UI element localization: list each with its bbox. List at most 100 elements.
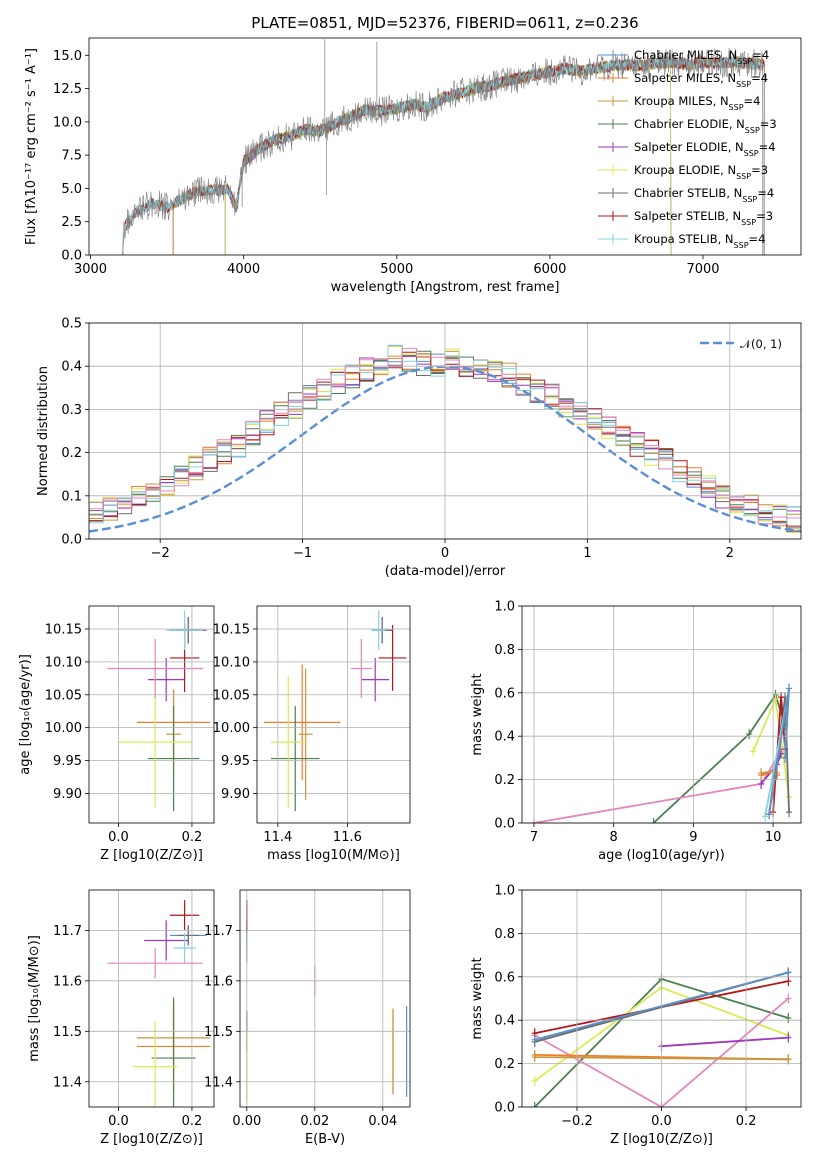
x-axis-label: age (log10(age/yr))	[598, 848, 725, 863]
legend-label-value: =3	[756, 209, 773, 223]
weight-line-salpeter-elodie	[661, 1036, 789, 1048]
errorbar-point	[350, 638, 372, 699]
y-tick-label: 0.4	[494, 730, 515, 745]
y-tick-label: 15.0	[53, 49, 82, 64]
x-axis-label: E(B-V)	[305, 1132, 345, 1147]
model-spectrum-chabrier-elodie	[224, 57, 672, 255]
axes-frame	[88, 37, 802, 256]
histogram-salpeter-elodie	[89, 345, 801, 524]
histogram-salpeter-stelib	[89, 351, 801, 527]
x-tick-label: 0.04	[368, 1114, 397, 1129]
errorbar-point	[151, 997, 196, 1107]
y-tick-label: 0.8	[494, 927, 515, 942]
y-tick-label: 0.0	[61, 249, 82, 264]
y-tick-label: 0.4	[494, 1014, 515, 1029]
y-tick-label: 11.4	[53, 1075, 82, 1090]
panel-residuals: −2 −1 0 1 2 0.0 0.1 0.2 0.3 0.4 0.5 Normed distribu…	[36, 317, 802, 579]
x-axis-label: (data-model)/error	[385, 564, 506, 579]
errorbar-point	[133, 1021, 178, 1107]
legend-label-sub: SSP	[736, 172, 751, 181]
y-tick-label: 11.6	[204, 974, 233, 989]
panel-mass-vs-EBV: 0.00 0.02 0.04 11.4 11.5 11.6 11.7 E(B-V)	[204, 889, 411, 1147]
legend-label-value: =4	[752, 48, 769, 62]
errorbar-point	[378, 625, 407, 691]
legend-label: Salpeter STELIB, NSSP=3	[634, 209, 773, 227]
y-axis-label: age [log₁₀(age/yr)]	[18, 654, 33, 775]
y-tick-label: 11.6	[53, 974, 82, 989]
histogram-chabrier-miles	[89, 353, 801, 530]
legend-label-sub: SSP	[741, 218, 756, 227]
x-tick-label: −0.2	[561, 1114, 593, 1129]
y-tick-label: 5.0	[61, 182, 82, 197]
model-spectrum-chabrier-stelib	[122, 56, 765, 255]
axes-frame	[88, 322, 802, 540]
x-tick-label: 0.2	[182, 830, 203, 845]
legend-label-sub: SSP	[737, 57, 752, 66]
legend-label: Kroupa MILES, NSSP=4	[634, 94, 760, 112]
y-tick-label: 1.0	[494, 884, 515, 899]
y-tick-label: 0.2	[494, 773, 515, 788]
axes-frame	[88, 605, 215, 824]
y-tick-label: 10.10	[45, 655, 82, 670]
legend-label: Salpeter MILES, NSSP=4	[634, 71, 768, 89]
model-spectrum-kroupa-stelib	[122, 56, 765, 255]
model-spectrum-salpeter-elodie	[224, 55, 672, 255]
legend-label: Chabrier MILES, NSSP=4	[634, 48, 769, 66]
plot-area	[122, 39, 765, 255]
legend-label: Chabrier ELODIE, NSSP=3	[634, 117, 777, 135]
errorbar-point	[166, 610, 203, 651]
x-tick-label: 3000	[74, 262, 107, 277]
errorbar-point	[371, 610, 386, 651]
legend-label-sub: SSP	[742, 195, 757, 204]
panel-weight-vs-Z: −0.2 0.0 0.2 0.0 0.2 0.4 0.6 0.8 1.0 mass weight Z…	[470, 884, 802, 1147]
x-tick-label: 0.2	[736, 1114, 757, 1129]
y-tick-label: 0.3	[61, 403, 82, 418]
y-tick-label: 9.90	[53, 787, 82, 802]
errorbar-point	[118, 676, 192, 808]
histogram-salpeter-miles	[89, 353, 801, 531]
y-axis-label: mass [log₁₀(M/M⊙)]	[27, 935, 42, 1062]
legend-label-value: =4	[749, 232, 766, 246]
axes-frame	[239, 889, 411, 1108]
y-tick-label: 0.0	[494, 1101, 515, 1116]
y-axis-label: mass weight	[470, 957, 485, 1039]
y-tick-label: 2.5	[61, 215, 82, 230]
legend-label-value: =4	[751, 71, 768, 85]
y-tick-label: 9.95	[221, 754, 250, 769]
plot-area	[89, 344, 801, 533]
plot-area	[107, 900, 211, 1107]
y-axis-label: Normed distribution	[36, 366, 51, 496]
x-tick-label: 0.2	[182, 1114, 203, 1129]
histogram-extra_pink	[89, 347, 801, 532]
legend-label-sub: SSP	[729, 103, 744, 112]
legend-label-value: =4	[757, 186, 774, 200]
x-tick-label: 0.02	[300, 1114, 329, 1129]
axes-frame	[256, 605, 411, 824]
y-tick-label: 9.90	[221, 787, 250, 802]
panel-age-vs-Z: 0.0 0.2 9.90 9.95 10.00 10.05 10.10 10.15 age [l…	[18, 605, 215, 863]
y-tick-label: 0.0	[61, 533, 82, 548]
figure-title: PLATE=0851, MJD=52376, FIBERID=0611, z=0…	[251, 14, 638, 32]
model-spectrum-kroupa-elodie	[224, 57, 672, 255]
legend-label-sub: SSP	[736, 80, 751, 89]
panel-spectrum: 3000 4000 5000 6000 7000 0.0 2.5 5.0 7.5 10.0 12.5…	[24, 37, 802, 295]
y-tick-label: 0.4	[61, 360, 82, 375]
x-tick-label: 7	[530, 830, 538, 845]
x-tick-label: 2	[726, 546, 734, 561]
x-tick-label: 0.0	[651, 1114, 672, 1129]
legend-label: Salpeter ELODIE, NSSP=4	[634, 140, 776, 158]
y-tick-label: 0.6	[494, 970, 515, 985]
errorbar-point	[361, 657, 390, 702]
histogram-chabrier-stelib	[89, 355, 801, 533]
y-tick-label: 0.0	[494, 817, 515, 832]
x-tick-label: 0	[441, 546, 449, 561]
errorbar-point	[144, 920, 189, 961]
legend: 𝒩(0, 1)	[700, 337, 782, 351]
y-tick-label: 10.05	[45, 688, 82, 703]
panel-weight-vs-age: 7 8 9 10 0.0 0.2 0.4 0.6 0.8 1.0 mass weight age (l…	[470, 600, 802, 863]
errorbar-point	[270, 676, 306, 808]
y-axis-label: mass weight	[470, 673, 485, 755]
axes-frame	[521, 889, 802, 1108]
x-axis-label: wavelength [Angstrom, rest frame]	[331, 280, 560, 295]
